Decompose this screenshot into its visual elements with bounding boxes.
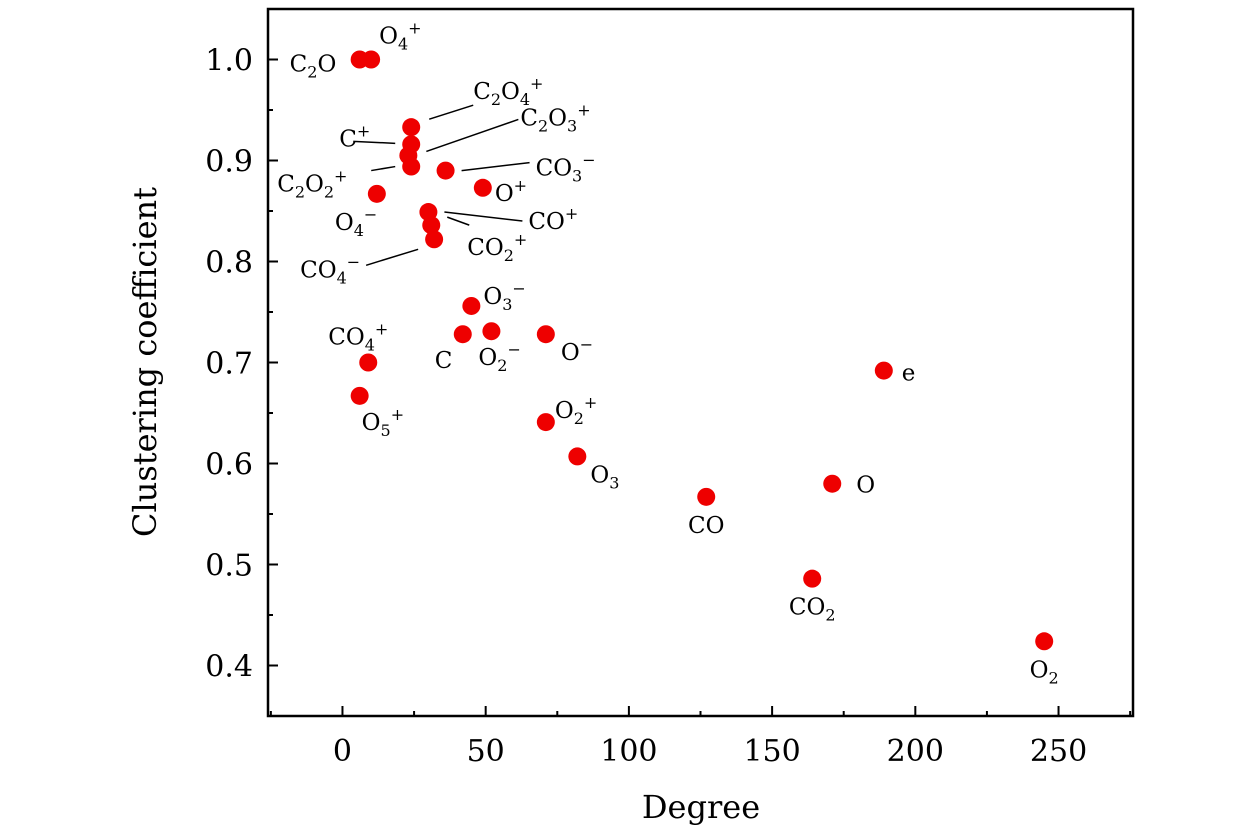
data-point (482, 322, 501, 341)
data-points (350, 50, 1054, 651)
data-point (568, 447, 587, 466)
data-point (823, 474, 842, 493)
point-label: O+ (495, 176, 527, 207)
data-point (436, 161, 455, 180)
point-label: O (856, 473, 875, 499)
data-point (536, 413, 555, 432)
point-label: CO+ (528, 204, 578, 235)
data-point (350, 386, 369, 405)
point-label: CO4+ (328, 320, 388, 355)
data-point (536, 325, 555, 344)
x-tick-label: 250 (1030, 734, 1087, 769)
leader-line (428, 104, 474, 120)
label-leader-lines (353, 104, 530, 266)
plot-frame (266, 7, 1135, 718)
leader-line (371, 165, 396, 172)
x-tick-label: 200 (887, 734, 944, 769)
y-tick-label: 0.4 (205, 650, 253, 685)
point-label: C2O2+ (277, 167, 347, 202)
x-tick-label: 150 (743, 734, 800, 769)
leader-line (426, 118, 519, 153)
data-point (473, 178, 492, 197)
data-point (1035, 632, 1054, 651)
data-point (803, 569, 822, 588)
axis-ticks (268, 58, 1132, 717)
point-label: O2+ (555, 393, 597, 428)
point-label: C+ (339, 121, 370, 152)
data-point (462, 296, 481, 315)
y-tick-label: 0.9 (205, 145, 253, 180)
y-tick-label: 0.7 (205, 347, 253, 382)
leader-line (353, 140, 396, 145)
point-label: CO3− (536, 151, 596, 186)
x-tick-label: 0 (333, 734, 352, 769)
data-point (453, 325, 472, 344)
data-point (697, 487, 716, 506)
data-point (874, 361, 893, 380)
point-label: CO2 (789, 595, 836, 625)
point-label: CO2+ (467, 230, 527, 265)
point-label: O3− (483, 279, 525, 314)
data-point (422, 216, 441, 235)
point-label: CO4− (300, 252, 360, 287)
point-label: C2O3+ (520, 100, 590, 135)
point-label: C2O4+ (473, 74, 543, 109)
data-point (402, 157, 421, 176)
point-label: O2− (478, 340, 520, 375)
y-axis-title: Clustering coefficient (126, 187, 164, 537)
data-point (425, 230, 444, 249)
x-axis-title: Degree (642, 788, 760, 826)
x-tick-label: 100 (600, 734, 657, 769)
leader-line (365, 248, 419, 266)
point-label: O− (561, 335, 593, 366)
leader-line (447, 216, 470, 226)
point-label: e (902, 361, 916, 387)
axis-tick-labels: 0 50 100 150 200 250 0.4 0.5 0.6 0.7 0.8 0.9 1.0 (205, 44, 1087, 770)
leader-line (461, 161, 530, 172)
y-tick-label: 0.8 (205, 246, 253, 281)
data-point (367, 184, 386, 203)
y-tick-label: 0.5 (205, 549, 253, 584)
data-point (362, 50, 381, 69)
point-label: O4+ (379, 19, 421, 54)
point-label: O4− (335, 205, 377, 240)
point-label: C (435, 348, 453, 374)
point-label: CO (688, 513, 724, 539)
data-point (359, 353, 378, 372)
point-label: O3 (590, 462, 619, 492)
data-point (402, 118, 421, 137)
y-tick-label: 0.6 (205, 448, 253, 483)
point-label: O5+ (362, 405, 404, 440)
x-tick-label: 50 (467, 734, 505, 769)
point-label: C2O (290, 52, 337, 82)
y-tick-label: 1.0 (205, 44, 253, 79)
leader-line (444, 211, 523, 222)
point-label: O2 (1030, 657, 1059, 687)
